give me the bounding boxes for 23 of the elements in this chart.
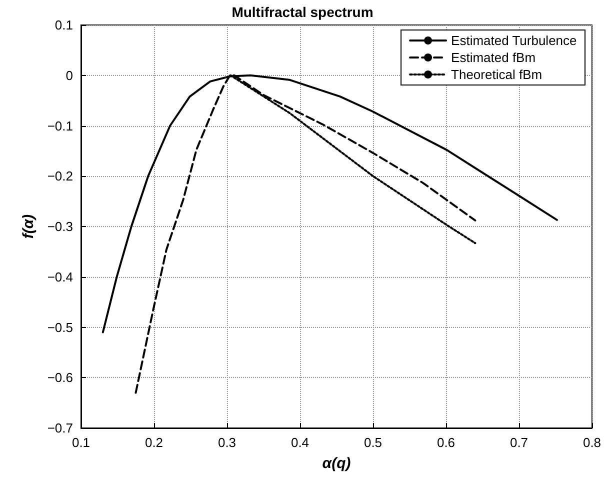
y-tick-label: −0.7 xyxy=(47,420,73,436)
x-tick-label: 0.4 xyxy=(290,435,310,450)
x-tick-label: 0.1 xyxy=(72,435,90,450)
y-tick-label: −0.3 xyxy=(47,219,73,234)
y-tick-label: −0.6 xyxy=(47,370,73,386)
y-tick-label: −0.4 xyxy=(47,269,73,284)
legend-label: Estimated fBm xyxy=(451,50,536,65)
y-tick-label: −0.2 xyxy=(47,168,73,184)
chart-title: Multifractal spectrum xyxy=(232,4,374,20)
x-tick-label: 0.7 xyxy=(510,435,528,450)
y-tick-label: 0 xyxy=(66,68,73,83)
legend-label: Theoretical fBm xyxy=(451,67,542,82)
x-tick-label: 0.2 xyxy=(144,435,164,450)
x-tick-label: 0.3 xyxy=(218,435,236,450)
x-axis-title: α(q) xyxy=(322,455,351,472)
y-tick-label: −0.5 xyxy=(47,320,73,335)
x-tick-label: 0.8 xyxy=(582,435,602,450)
legend-label: Estimated Turbulence xyxy=(451,33,577,48)
y-tick-label: 0.1 xyxy=(54,18,73,32)
x-tick-label: 0.5 xyxy=(364,435,382,450)
y-tick-label: −0.1 xyxy=(47,118,73,134)
y-axis-title: f(α) xyxy=(20,214,37,239)
x-tick-label: 0.6 xyxy=(436,435,456,450)
